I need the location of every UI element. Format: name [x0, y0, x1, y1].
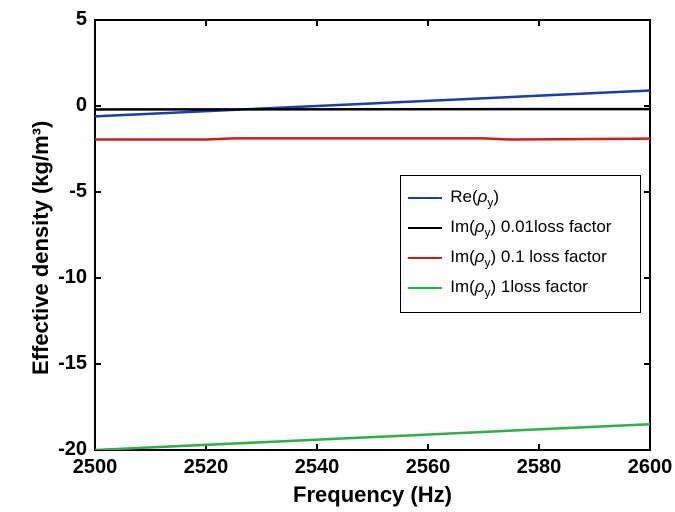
x-tick-label: 2580 [514, 456, 564, 479]
legend-swatch [408, 257, 442, 259]
chart-root: 250025202540256025802600-20-15-10-505Fre… [0, 0, 675, 512]
legend-label: Im(ρy) 1loss factor [450, 277, 588, 299]
series-line [95, 138, 650, 139]
legend-item: Im(ρy) 0.1 loss factor [408, 243, 606, 273]
y-tick-label: -20 [58, 438, 87, 461]
y-tick-label: -5 [69, 180, 87, 203]
legend-item: Im(ρy) 1loss factor [408, 273, 588, 303]
x-tick-label: 2540 [292, 456, 342, 479]
legend-swatch [408, 197, 442, 199]
y-tick-label: -10 [58, 266, 87, 289]
legend-item: Re(ρy) [408, 183, 499, 213]
y-axis-label: Effective density (kg/m³) [28, 121, 54, 375]
y-tick-label: -15 [58, 352, 87, 375]
x-tick-label: 2560 [403, 456, 453, 479]
legend-swatch [408, 287, 442, 289]
legend-label: Re(ρy) [450, 187, 499, 209]
legend-swatch [408, 227, 442, 229]
series-line [95, 424, 650, 450]
legend-label: Im(ρy) 0.1 loss factor [450, 247, 606, 269]
x-tick-label: 2520 [181, 456, 231, 479]
series-line [95, 91, 650, 117]
legend-item: Im(ρy) 0.01loss factor [408, 213, 611, 243]
legend-label: Im(ρy) 0.01loss factor [450, 217, 611, 239]
y-tick-label: 0 [76, 94, 87, 117]
y-tick-label: 5 [76, 8, 87, 31]
x-axis-label: Frequency (Hz) [95, 482, 650, 508]
x-tick-label: 2600 [625, 456, 675, 479]
